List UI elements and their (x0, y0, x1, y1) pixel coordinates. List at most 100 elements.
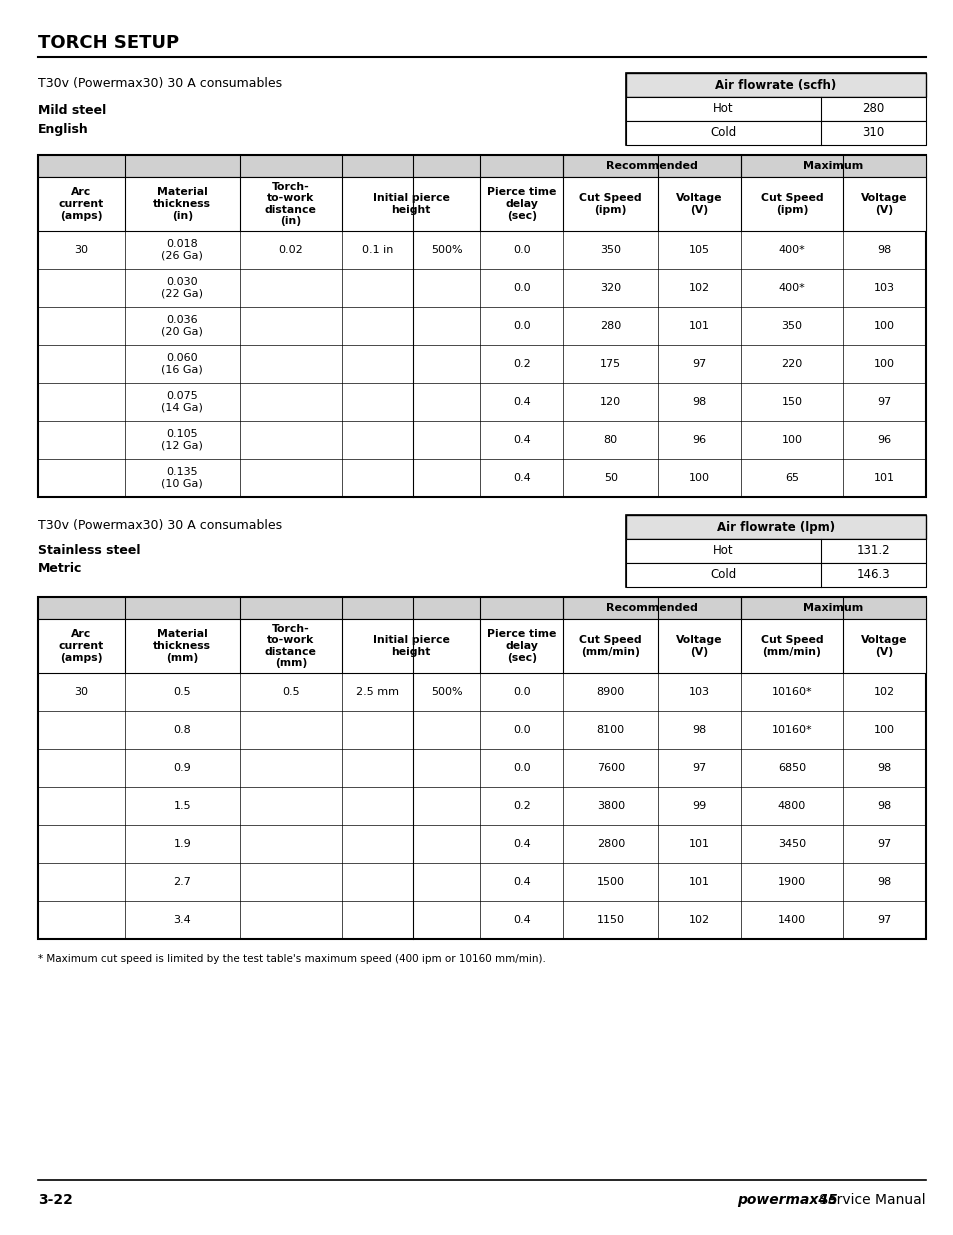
Text: Stainless steel: Stainless steel (38, 543, 140, 557)
Text: Cold: Cold (710, 568, 736, 582)
Text: Arc
current
(amps): Arc current (amps) (59, 188, 104, 221)
Text: 131.2: 131.2 (856, 545, 889, 557)
Text: Voltage
(V): Voltage (V) (861, 635, 906, 657)
Text: Cold: Cold (710, 126, 736, 140)
Text: 0.030
(22 Ga): 0.030 (22 Ga) (161, 277, 203, 299)
Text: 0.0: 0.0 (513, 245, 530, 254)
Text: Air flowrate (scfh): Air flowrate (scfh) (715, 79, 836, 91)
Text: 6850: 6850 (777, 763, 805, 773)
Text: 0.9: 0.9 (173, 763, 191, 773)
Text: Pierce time
delay
(sec): Pierce time delay (sec) (487, 188, 556, 221)
Text: 0.5: 0.5 (282, 687, 299, 697)
Text: 0.4: 0.4 (513, 396, 530, 408)
Text: 0.4: 0.4 (513, 435, 530, 445)
Text: 3450: 3450 (777, 839, 805, 848)
Text: 100: 100 (873, 359, 894, 369)
Text: 98: 98 (877, 763, 891, 773)
Text: 105: 105 (688, 245, 709, 254)
Text: 98: 98 (877, 245, 891, 254)
Bar (625, 98, 925, 121)
Text: T30v (Powermax30) 30 A consumables: T30v (Powermax30) 30 A consumables (38, 519, 282, 531)
Text: 0.4: 0.4 (513, 473, 530, 483)
Text: 0.4: 0.4 (513, 839, 530, 848)
Text: 0.4: 0.4 (513, 915, 530, 925)
Text: 102: 102 (688, 915, 709, 925)
Text: 0.02: 0.02 (278, 245, 303, 254)
Text: 500%: 500% (431, 245, 462, 254)
Text: 146.3: 146.3 (856, 568, 889, 582)
Text: 96: 96 (692, 435, 706, 445)
Text: 50: 50 (603, 473, 618, 483)
Text: 10160*: 10160* (771, 687, 812, 697)
Bar (38, 597, 925, 939)
Bar (38, 156, 925, 177)
Text: 30: 30 (74, 245, 89, 254)
Text: 0.4: 0.4 (513, 877, 530, 887)
Text: T30v (Powermax30) 30 A consumables: T30v (Powermax30) 30 A consumables (38, 77, 282, 89)
Text: Material
thickness
(in): Material thickness (in) (153, 188, 212, 221)
Text: 97: 97 (692, 359, 706, 369)
Text: 0.135
(10 Ga): 0.135 (10 Ga) (161, 467, 203, 489)
Text: 98: 98 (692, 396, 706, 408)
Text: 103: 103 (688, 687, 709, 697)
Text: 98: 98 (877, 802, 891, 811)
Text: 0.0: 0.0 (513, 763, 530, 773)
Text: TORCH SETUP: TORCH SETUP (38, 35, 179, 52)
Text: 0.060
(16 Ga): 0.060 (16 Ga) (161, 353, 203, 374)
Text: 4800: 4800 (777, 802, 805, 811)
Text: 350: 350 (781, 321, 801, 331)
Bar (38, 597, 925, 619)
Text: 310: 310 (862, 126, 883, 140)
Text: 0.0: 0.0 (513, 725, 530, 735)
Text: Voltage
(V): Voltage (V) (676, 193, 722, 215)
Text: 97: 97 (877, 396, 891, 408)
Text: 1500: 1500 (597, 877, 624, 887)
Text: Arc
current
(amps): Arc current (amps) (59, 630, 104, 663)
Text: 102: 102 (873, 687, 894, 697)
Text: Cut Speed
(mm/min): Cut Speed (mm/min) (578, 635, 641, 657)
Text: Initial pierce
height: Initial pierce height (373, 193, 449, 215)
Text: 1400: 1400 (777, 915, 805, 925)
Text: 0.075
(14 Ga): 0.075 (14 Ga) (161, 391, 203, 412)
Text: Maximum: Maximum (802, 161, 862, 170)
Text: 10160*: 10160* (771, 725, 812, 735)
Text: 0.8: 0.8 (173, 725, 191, 735)
Text: 100: 100 (873, 321, 894, 331)
Text: 220: 220 (781, 359, 801, 369)
Bar (625, 73, 925, 144)
Text: 0.105
(12 Ga): 0.105 (12 Ga) (161, 430, 203, 451)
Text: 97: 97 (877, 915, 891, 925)
Text: 280: 280 (862, 103, 883, 116)
Text: 100: 100 (781, 435, 801, 445)
Text: 320: 320 (599, 283, 620, 293)
Text: 500%: 500% (431, 687, 462, 697)
Text: 0.2: 0.2 (513, 802, 530, 811)
Text: 101: 101 (688, 839, 709, 848)
Text: 3-22: 3-22 (38, 1193, 72, 1207)
Bar (625, 515, 925, 538)
Text: 8900: 8900 (596, 687, 624, 697)
Text: Torch-
to-work
distance
(mm): Torch- to-work distance (mm) (265, 624, 316, 668)
Text: 3800: 3800 (596, 802, 624, 811)
Bar (38, 619, 925, 673)
Text: Recommended: Recommended (606, 603, 698, 613)
Text: 0.2: 0.2 (513, 359, 530, 369)
Text: 101: 101 (688, 877, 709, 887)
Text: 0.0: 0.0 (513, 321, 530, 331)
Bar (625, 515, 925, 587)
Text: 1150: 1150 (597, 915, 624, 925)
Bar (625, 73, 925, 98)
Text: 96: 96 (877, 435, 890, 445)
Text: Air flowrate (lpm): Air flowrate (lpm) (717, 520, 834, 534)
Text: 0.0: 0.0 (513, 283, 530, 293)
Text: Pierce time
delay
(sec): Pierce time delay (sec) (487, 630, 556, 663)
Bar (38, 156, 925, 496)
Text: 350: 350 (599, 245, 620, 254)
Text: 2.5 mm: 2.5 mm (355, 687, 398, 697)
Text: 400*: 400* (778, 283, 804, 293)
Text: Cut Speed
(ipm): Cut Speed (ipm) (760, 193, 822, 215)
Text: Voltage
(V): Voltage (V) (861, 193, 906, 215)
Text: 175: 175 (599, 359, 620, 369)
Text: 100: 100 (873, 725, 894, 735)
Text: powermax45: powermax45 (737, 1193, 837, 1207)
